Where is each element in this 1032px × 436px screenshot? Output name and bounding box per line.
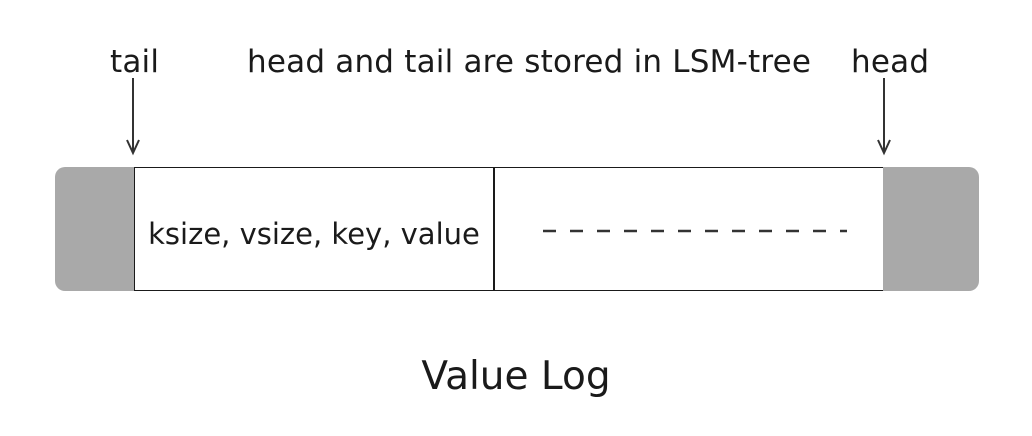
log-entry-text: ksize, vsize, key, value — [148, 217, 480, 251]
log-entry-cell: ksize, vsize, key, value — [134, 167, 494, 291]
ellipsis-dash-line — [543, 229, 847, 233]
storage-note: head and tail are stored in LSM-tree — [247, 44, 812, 80]
tail-arrow-icon — [126, 78, 140, 156]
diagram-caption: Value Log — [421, 354, 611, 399]
head-cap — [883, 167, 979, 291]
head-arrow-icon — [877, 78, 891, 156]
value-log-bar: ksize, vsize, key, value — [55, 167, 979, 291]
head-label: head — [851, 44, 930, 80]
log-remainder-cell — [493, 167, 886, 291]
tail-cap — [55, 167, 135, 291]
tail-label: tail — [110, 44, 160, 80]
